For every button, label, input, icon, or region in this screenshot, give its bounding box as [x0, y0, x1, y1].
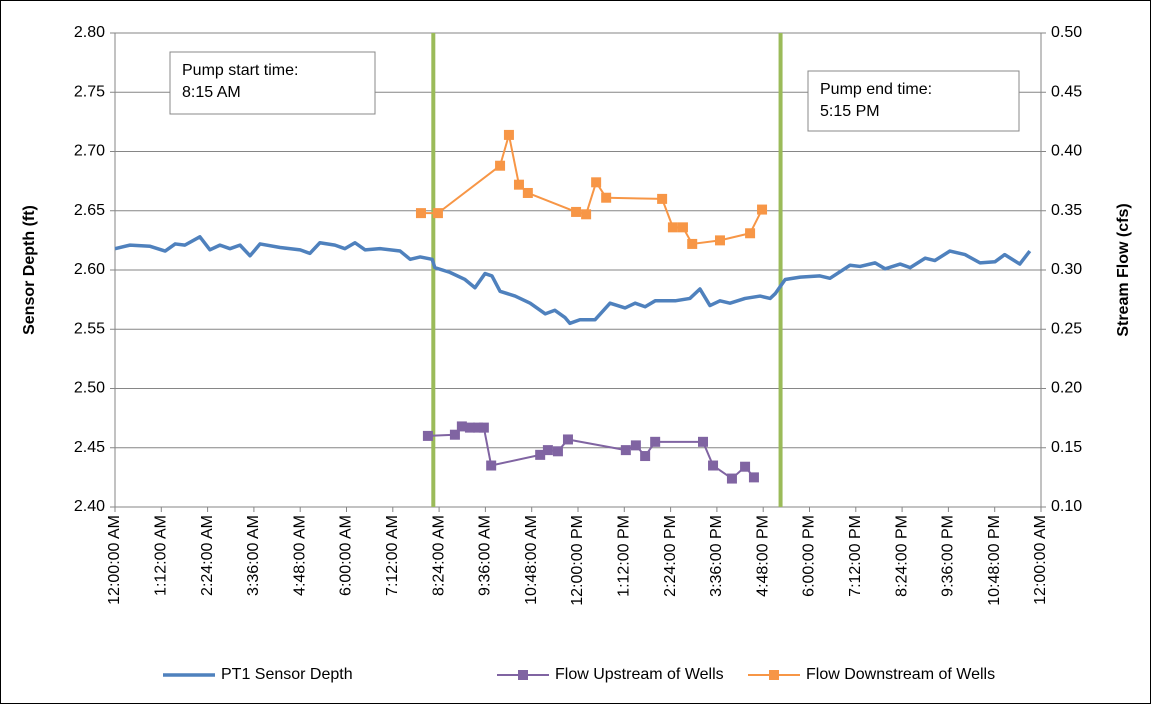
y-tick-label: 2.40 [74, 498, 105, 515]
x-tick-label: 9:36:00 PM [940, 515, 957, 597]
x-tick-label: 10:48:00 PM [986, 515, 1003, 606]
marker [677, 222, 688, 233]
x-tick-label: 7:12:00 PM [847, 515, 864, 597]
marker [513, 179, 524, 190]
x-tick-label: 3:36:00 AM [245, 515, 262, 596]
x-tick-label: 6:00:00 PM [801, 515, 818, 597]
x-tick-label: 2:24:00 AM [199, 515, 216, 596]
x-tick-label: 1:12:00 AM [153, 515, 170, 596]
marker [552, 446, 563, 457]
marker [748, 472, 759, 483]
x-tick-label: 8:24:00 PM [893, 515, 910, 597]
y-tick-label: 2.50 [74, 380, 105, 397]
series-line [114, 235, 1032, 326]
marker [591, 177, 602, 188]
marker [708, 460, 719, 471]
legend-marker [769, 670, 779, 680]
marker [698, 436, 709, 447]
x-tick-label: 8:24:00 AM [430, 515, 447, 596]
annotation-text: Pump start time: [182, 62, 298, 79]
marker [640, 451, 651, 462]
marker [630, 440, 641, 451]
x-tick-label: 12:00:00 AM [106, 515, 123, 605]
marker [562, 434, 573, 445]
marker [650, 436, 661, 447]
marker [422, 430, 433, 441]
marker [478, 422, 489, 433]
marker [620, 445, 631, 456]
y-tick-label: 2.55 [74, 320, 105, 337]
y2-tick-label: 0.35 [1051, 202, 1082, 219]
x-tick-label: 7:12:00 AM [384, 515, 401, 596]
marker [535, 449, 546, 460]
marker [726, 473, 737, 484]
y2-tick-label: 0.40 [1051, 143, 1082, 160]
marker [581, 209, 592, 220]
x-tick-label: 9:36:00 AM [477, 515, 494, 596]
y-tick-label: 2.70 [74, 143, 105, 160]
y2-tick-label: 0.20 [1051, 380, 1082, 397]
marker [542, 445, 553, 456]
annotation-box [169, 51, 376, 115]
y-axis-title: Sensor Depth (ft) [21, 205, 38, 335]
marker [522, 187, 533, 198]
y2-tick-label: 0.10 [1051, 498, 1082, 515]
y-tick-label: 2.80 [74, 24, 105, 41]
marker [667, 222, 678, 233]
legend-label: Flow Downstream of Wells [806, 666, 995, 683]
x-tick-label: 12:00:00 AM [1032, 515, 1049, 605]
marker [571, 206, 582, 217]
marker [757, 204, 768, 215]
marker [657, 193, 668, 204]
marker [432, 208, 443, 219]
legend-label: PT1 Sensor Depth [221, 666, 353, 683]
marker [415, 208, 426, 219]
y-tick-label: 2.45 [74, 439, 105, 456]
marker [449, 429, 460, 440]
marker [740, 461, 751, 472]
y2-tick-label: 0.45 [1051, 83, 1082, 100]
marker [486, 460, 497, 471]
marker [745, 228, 756, 239]
y2-tick-label: 0.30 [1051, 261, 1082, 278]
y-tick-label: 2.65 [74, 202, 105, 219]
marker [456, 421, 467, 432]
marker [495, 160, 506, 171]
marker [464, 422, 475, 433]
legend-label: Flow Upstream of Wells [555, 666, 724, 683]
y-tick-label: 2.60 [74, 261, 105, 278]
y2-tick-label: 0.50 [1051, 24, 1082, 41]
y2-axis-title: Stream Flow (cfs) [1115, 203, 1132, 336]
annotation-text: 5:15 PM [820, 103, 880, 120]
x-tick-label: 6:00:00 AM [338, 515, 355, 596]
x-tick-label: 4:48:00 PM [754, 515, 771, 597]
y2-tick-label: 0.25 [1051, 320, 1082, 337]
x-tick-label: 3:36:00 PM [708, 515, 725, 597]
annotation-text: Pump end time: [820, 81, 932, 98]
legend-marker [518, 670, 528, 680]
y2-tick-label: 0.15 [1051, 439, 1082, 456]
marker [473, 422, 484, 433]
annotation-box [807, 70, 1020, 132]
marker [687, 238, 698, 249]
x-tick-label: 10:48:00 AM [523, 515, 540, 605]
marker [714, 235, 725, 246]
x-tick-label: 4:48:00 AM [291, 515, 308, 596]
x-tick-label: 12:00:00 PM [569, 515, 586, 606]
x-tick-label: 2:24:00 PM [662, 515, 679, 597]
marker [503, 129, 514, 140]
x-tick-label: 1:12:00 PM [616, 515, 633, 597]
y-tick-label: 2.75 [74, 83, 105, 100]
marker [601, 192, 612, 203]
annotation-text: 8:15 AM [182, 84, 241, 101]
